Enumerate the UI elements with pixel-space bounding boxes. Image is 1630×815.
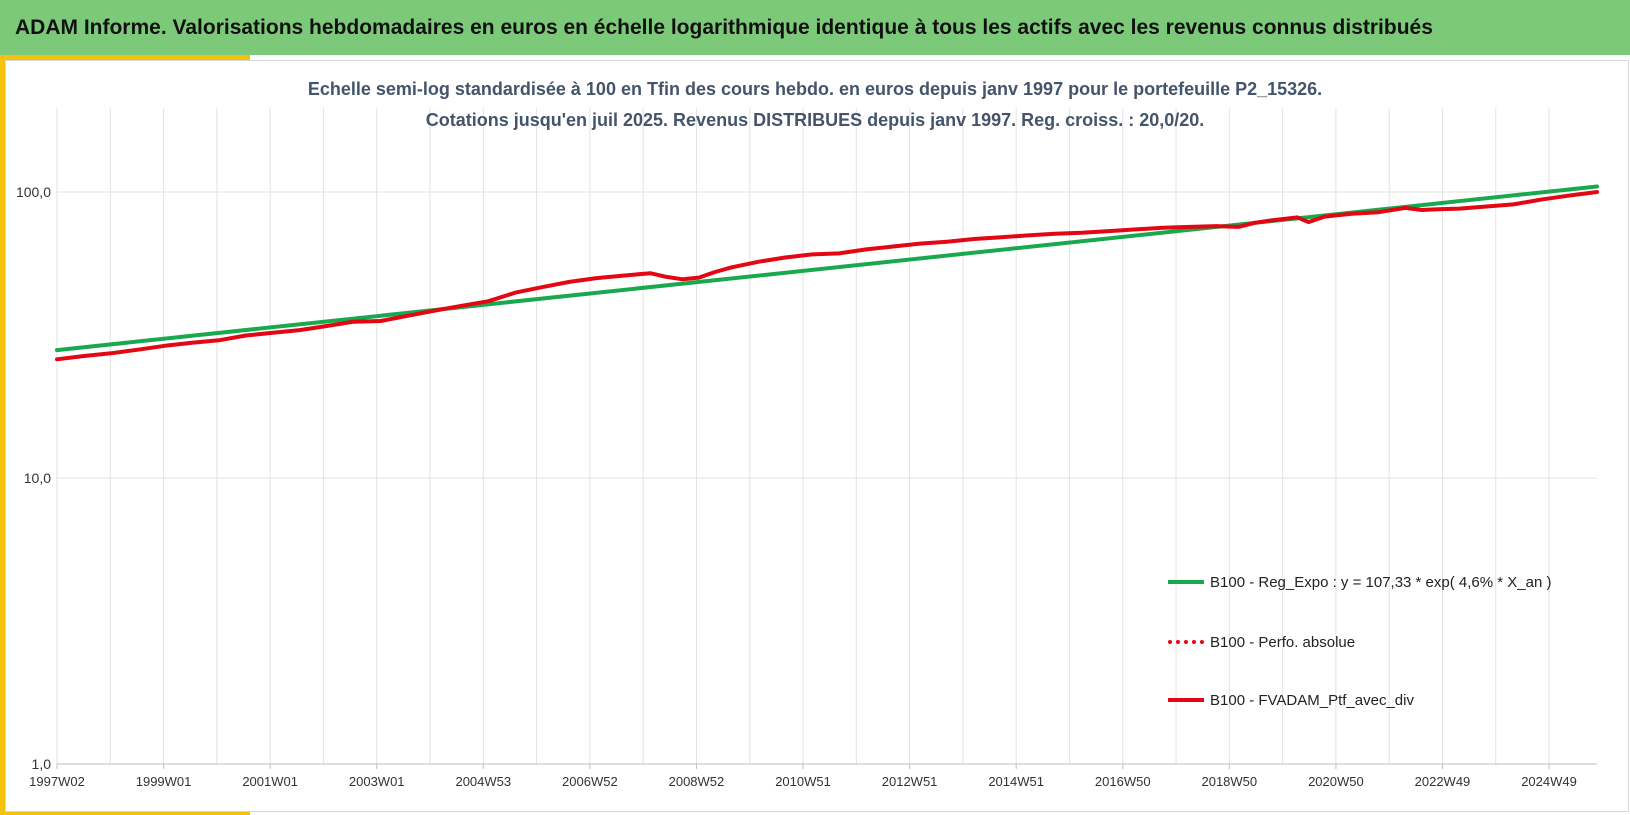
x-tick-label: 2022W49: [1415, 774, 1471, 789]
x-tick-label: 2014W51: [988, 774, 1044, 789]
legend-item-absolute: B100 - Perfo. absolue: [1168, 630, 1355, 654]
accent-bar-top-left: [5, 55, 250, 62]
x-tick-label: 2018W50: [1201, 774, 1257, 789]
legend-item-portfolio: B100 - FVADAM_Ptf_avec_div: [1168, 688, 1414, 712]
x-tick-label: 2016W50: [1095, 774, 1151, 789]
chart-title: Echelle semi-log standardisée à 100 en T…: [307, 79, 1323, 99]
chart-subtitle: Cotations jusqu'en juil 2025. Revenus DI…: [425, 110, 1205, 130]
x-tick-label: 1999W01: [136, 774, 192, 789]
accent-bar-left: [0, 55, 5, 815]
portfolio-line: [55, 190, 1599, 362]
x-tick-label: 2004W53: [455, 774, 511, 789]
x-tick-label: 2024W49: [1521, 774, 1577, 789]
x-tick-label: 2006W52: [562, 774, 618, 789]
x-tick-label: 2012W51: [882, 774, 938, 789]
legend-item-regression: B100 - Reg_Expo : y = 107,33 * exp( 4,6%…: [1168, 570, 1551, 594]
legend-label-regression: B100 - Reg_Expo : y = 107,33 * exp( 4,6%…: [1210, 573, 1552, 591]
y-tick-label: 1,0: [32, 756, 52, 772]
legend-swatch-regression: [1168, 580, 1204, 584]
x-tick-label: 2020W50: [1308, 774, 1364, 789]
y-tick-label: 10,0: [24, 470, 51, 486]
chart-area: [5, 60, 1629, 812]
legend-label-absolute: B100 - Perfo. absolue: [1210, 633, 1356, 651]
x-tick-label: 1997W02: [29, 774, 85, 789]
x-tick-label: 2003W01: [349, 774, 405, 789]
header-banner: ADAM Informe. Valorisations hebdomadaire…: [0, 0, 1630, 55]
x-tick-label: 2001W01: [242, 774, 298, 789]
legend-swatch-portfolio: [1168, 698, 1204, 702]
legend-swatch-absolute: [1168, 640, 1204, 644]
y-tick-label: 100,0: [16, 184, 51, 200]
x-tick-label: 2008W52: [669, 774, 725, 789]
legend-label-portfolio: B100 - FVADAM_Ptf_avec_div: [1210, 691, 1414, 709]
report-title: ADAM Informe. Valorisations hebdomadaire…: [15, 15, 1433, 39]
x-tick-label: 2010W51: [775, 774, 831, 789]
